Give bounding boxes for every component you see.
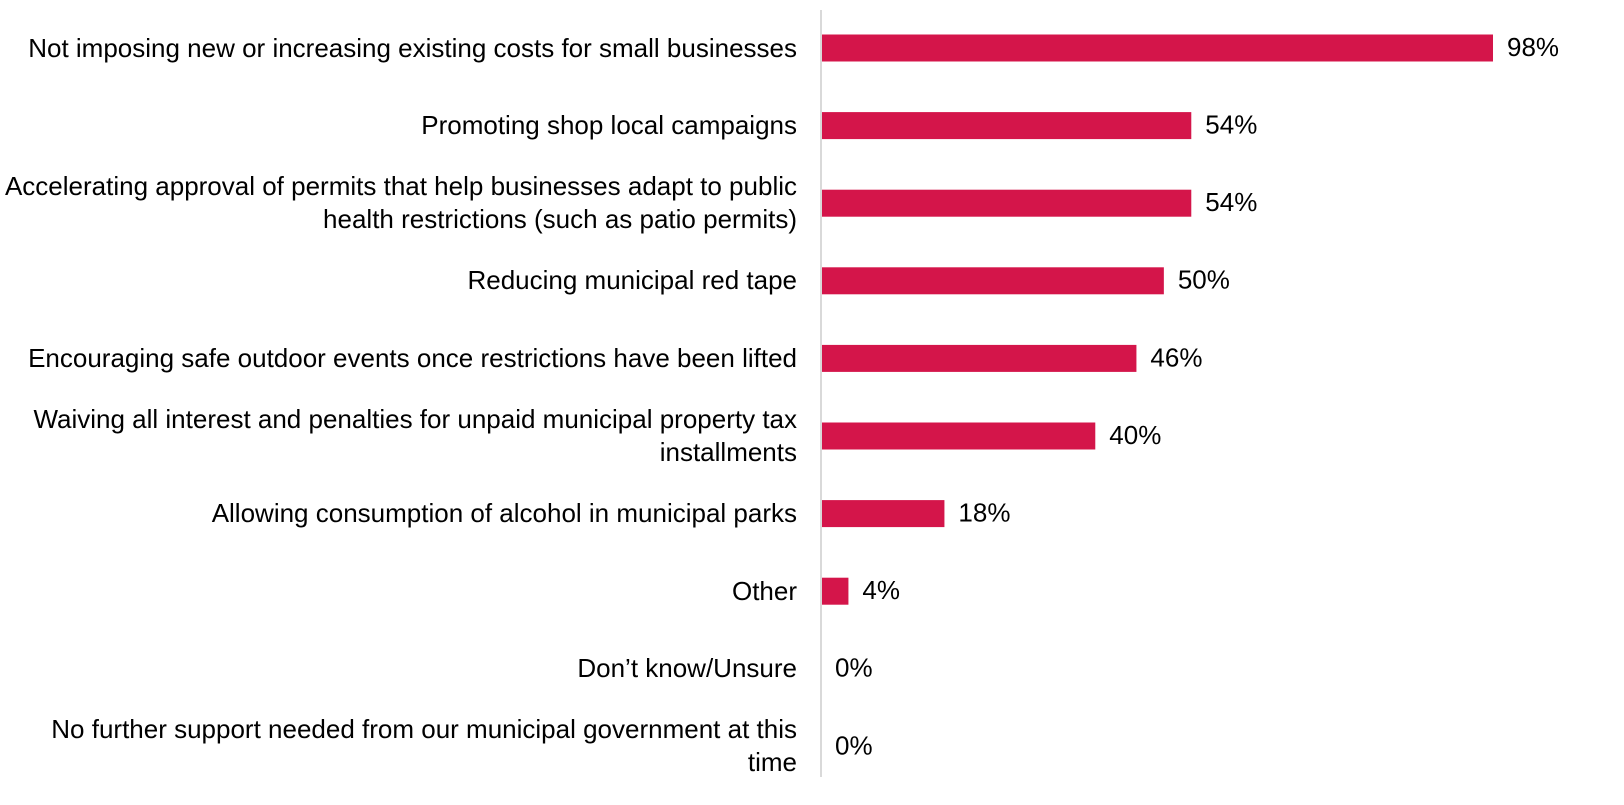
- category-text: Not imposing new or increasing existing …: [28, 32, 797, 63]
- bar: [822, 344, 1137, 372]
- bar: [822, 189, 1192, 217]
- category-label: No further support needed from our munic…: [0, 706, 797, 786]
- value-label: 40%: [1109, 420, 1161, 450]
- category-text: Promoting shop local campaigns: [421, 110, 797, 141]
- category-label: Allowing consumption of alcohol in munic…: [0, 474, 797, 554]
- category-text: Allowing consumption of alcohol in munic…: [211, 498, 797, 529]
- bar: [822, 267, 1164, 295]
- category-label: Accelerating approval of permits that he…: [0, 163, 797, 243]
- category-text: Reducing municipal red tape: [467, 265, 797, 296]
- value-label: 0%: [835, 653, 873, 683]
- bar: [822, 422, 1096, 450]
- category-label: Don’t know/Unsure: [0, 629, 797, 709]
- value-label: 4%: [862, 575, 900, 605]
- category-text: Waiving all interest and penalties for u…: [33, 404, 797, 467]
- category-label: Other: [0, 551, 797, 631]
- category-label: Promoting shop local campaigns: [0, 86, 797, 166]
- value-label: 54%: [1205, 109, 1257, 139]
- value-label: 46%: [1150, 342, 1202, 372]
- value-label: 54%: [1205, 187, 1257, 217]
- category-label: Waiving all interest and penalties for u…: [0, 396, 797, 476]
- category-label: Encouraging safe outdoor events once res…: [0, 318, 797, 398]
- category-text: Don’t know/Unsure: [577, 653, 797, 684]
- value-label: 98%: [1507, 32, 1559, 62]
- category-label: Not imposing new or increasing existing …: [0, 8, 797, 88]
- category-label: Reducing municipal red tape: [0, 241, 797, 321]
- category-text: Accelerating approval of permits that he…: [4, 171, 797, 235]
- category-text: Encouraging safe outdoor events once res…: [28, 342, 797, 373]
- value-label: 50%: [1178, 265, 1230, 295]
- bar: [822, 577, 849, 605]
- value-label: 18%: [958, 497, 1010, 527]
- category-text: Other: [731, 575, 797, 606]
- category-text: No further support needed from our munic…: [51, 714, 797, 778]
- bar: [822, 112, 1192, 140]
- bar: [822, 34, 1493, 62]
- bar: [822, 500, 945, 528]
- value-label: 0%: [835, 730, 873, 760]
